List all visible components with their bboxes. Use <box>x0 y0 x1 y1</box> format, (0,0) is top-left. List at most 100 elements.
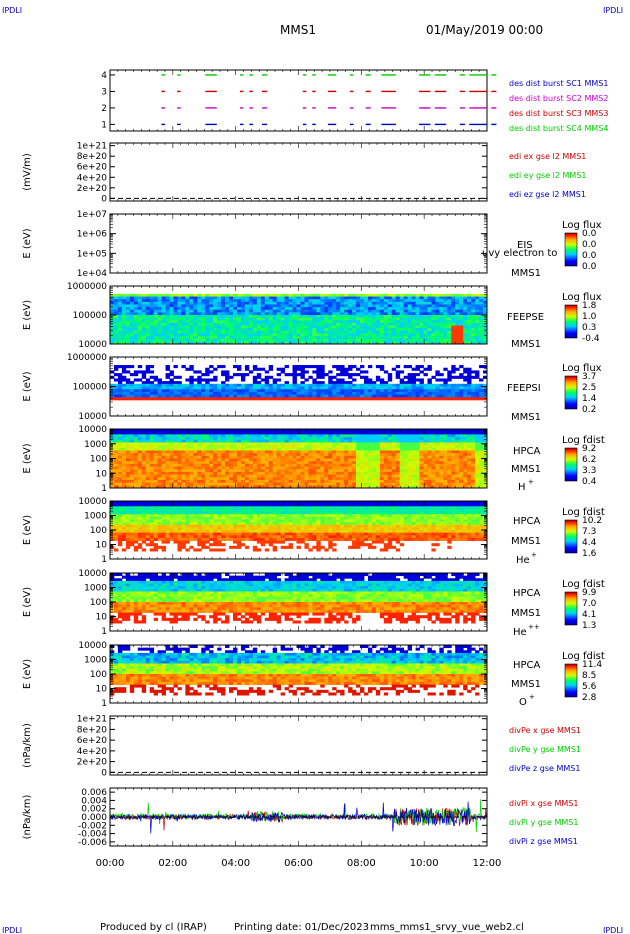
feepsi-cell <box>431 386 436 390</box>
feepse-cell <box>129 333 135 337</box>
hpca-h-cell <box>276 482 282 486</box>
feepsi-cell <box>340 381 345 385</box>
feepsi-cell <box>320 381 325 385</box>
hpca-h-cell <box>165 439 170 443</box>
hpca-h-cell <box>308 434 313 438</box>
feepse-cell <box>439 330 444 334</box>
feepse-cell <box>387 325 393 329</box>
hpca-h-cell <box>284 466 289 470</box>
feepse-cell <box>260 333 266 337</box>
hpca-h-cell <box>110 434 115 438</box>
feepse-cell <box>471 336 476 340</box>
feepsi-cell <box>256 386 262 390</box>
feepsi-cell <box>284 373 289 377</box>
hpca-h-cell <box>352 458 357 462</box>
feepse-cell <box>356 328 361 332</box>
feepse-cell <box>431 336 436 340</box>
hpca-h-cell <box>336 439 341 443</box>
feepse-cell <box>356 309 361 313</box>
feepsi-cell <box>375 386 381 390</box>
feepse-cell <box>217 328 222 332</box>
hpca-h-cell <box>229 455 234 459</box>
feepsi-cell <box>403 386 409 390</box>
feepsi-cell <box>145 381 151 385</box>
hpca-h-cell <box>268 466 274 470</box>
feepse-cell <box>264 309 270 313</box>
feepse-cell <box>475 307 480 311</box>
feepsi-cell <box>328 370 333 374</box>
hpca-h-cell <box>133 442 139 446</box>
feepse-cell <box>391 320 397 324</box>
feepsi-cell <box>189 389 194 393</box>
feepsi-cell <box>268 375 274 379</box>
feepse-cell <box>276 338 282 342</box>
feepse-cell <box>125 299 131 303</box>
feepsi-cell <box>264 381 270 385</box>
feepse-cell <box>248 328 254 332</box>
feepse-cell <box>185 296 190 300</box>
feepsi-cell <box>113 386 119 390</box>
feepse-cell <box>483 301 488 305</box>
feepse-cell <box>185 309 190 313</box>
feepsi-cell <box>149 381 155 385</box>
hpca-h-cell <box>252 477 258 481</box>
feepse-cell <box>367 296 373 300</box>
hpca-h-cell <box>233 458 238 462</box>
hpca-h-cell <box>276 466 282 470</box>
feepse-cell <box>193 315 198 319</box>
hpca-h-cell <box>324 447 329 451</box>
hpca-h-cell <box>185 447 190 451</box>
feepsi-cell <box>352 397 357 401</box>
feepse-cell <box>443 338 448 342</box>
hpca-h-cell <box>340 477 345 481</box>
hpca-h-cell <box>300 431 305 435</box>
feepse-cell <box>328 309 333 313</box>
feepse-cell <box>475 296 480 300</box>
feepsi-cell <box>336 381 341 385</box>
feepsi-cell <box>121 365 127 369</box>
hpca-h-cell <box>169 471 174 475</box>
feepse-cell <box>233 328 238 332</box>
hpca-h-cell <box>137 474 143 478</box>
hpca-h-cell <box>125 450 131 454</box>
feepsi-cell <box>233 391 238 395</box>
feepsi-cell <box>288 373 293 377</box>
feepsi-cell <box>308 365 313 369</box>
feepse-cell <box>209 341 214 345</box>
hpca-h-cell <box>165 479 170 484</box>
edi-legend-entry: edi ez gse l2 MMS1 <box>509 190 586 199</box>
hpca-h-cell <box>296 437 301 441</box>
hpca-h-cell <box>292 450 297 454</box>
feepse-cell <box>264 296 270 300</box>
feepse-cell <box>300 333 305 337</box>
hpca-h-cell <box>181 471 186 475</box>
feepsi-cell <box>284 381 289 385</box>
feepse-cell <box>229 330 234 334</box>
feepse-cell <box>367 293 373 297</box>
hpca-h-cell <box>300 455 305 459</box>
feepse-cell <box>256 307 262 311</box>
feepsi-cell <box>248 389 254 393</box>
hpca-h-cell <box>324 429 329 433</box>
feepsi-cell <box>173 375 178 379</box>
feepse-cell <box>391 312 397 316</box>
feepsi-cell <box>110 391 115 395</box>
hpca-h-cell <box>300 439 305 443</box>
feepsi-cell <box>113 378 119 382</box>
hpca-h-cell <box>264 466 270 470</box>
feepse-cell <box>236 330 242 334</box>
feepse-cell <box>304 307 309 311</box>
feepse-cell <box>169 338 174 342</box>
feepsi-cell <box>236 391 242 395</box>
hpca-h-cell <box>256 431 262 435</box>
feepse-cell <box>240 341 246 345</box>
feepse-cell <box>471 312 476 316</box>
feepsi-cell <box>443 378 448 382</box>
feepsi-cell <box>264 383 270 387</box>
feepsi-cell <box>328 381 333 385</box>
hpca-h-cell <box>280 453 286 457</box>
hpca-h-cell <box>117 463 123 467</box>
feepse-cell <box>141 312 147 316</box>
feepsi-cell <box>403 389 409 393</box>
feepsi-cell <box>117 373 123 377</box>
